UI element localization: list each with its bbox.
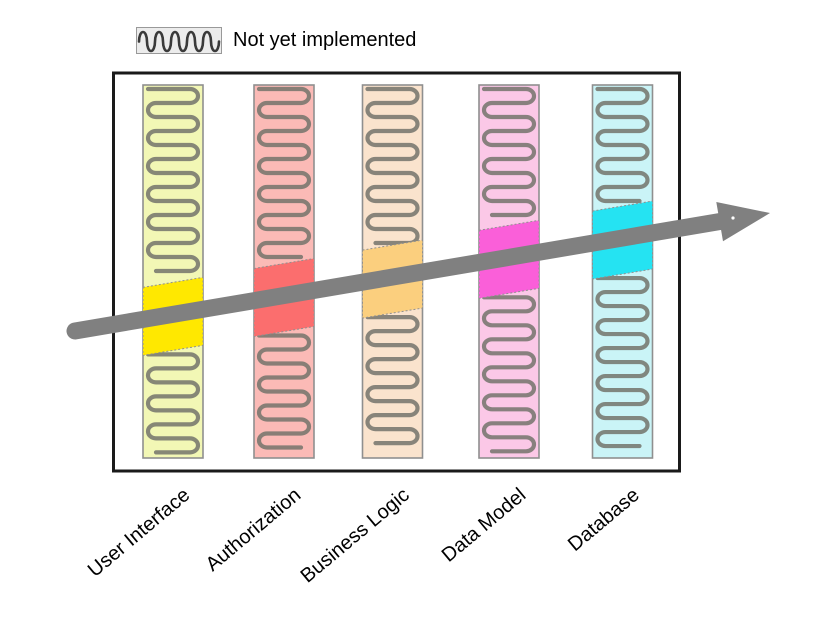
wavy-pattern-swatch [136, 27, 222, 54]
progress-arrow [66, 202, 770, 340]
unimplemented-wave-bottom [145, 352, 201, 455]
unimplemented-wave-top [365, 86, 420, 246]
legend-label: Not yet implemented [233, 29, 417, 51]
unimplemented-wave-bottom [256, 333, 312, 450]
unimplemented-wave-bottom [365, 314, 420, 446]
layer-label-database: Database [564, 484, 644, 556]
layer-label-authorization: Authorization [202, 484, 306, 576]
layer-bar-database [591, 84, 654, 459]
legend-wave-icon [137, 30, 221, 53]
unimplemented-wave-top [256, 86, 312, 260]
unimplemented-wave-bottom [481, 295, 537, 454]
unimplemented-wave-bottom [595, 275, 650, 449]
legend: Not yet implemented [136, 27, 416, 54]
unimplemented-wave-top [145, 86, 201, 274]
diagram-frame [112, 71, 681, 473]
layer-labels-group: User Interface Authorization Business Lo… [84, 484, 644, 587]
unimplemented-wave-top [595, 86, 650, 204]
layer-label-business-logic: Business Logic [297, 484, 414, 587]
layer-bar-data-model [478, 84, 540, 459]
layer-bar-user-interface [142, 84, 204, 459]
layer-label-user-interface: User Interface [84, 484, 194, 582]
arrow-shaft [66, 213, 729, 340]
layer-label-data-model: Data Model [438, 484, 530, 567]
arrow-head-icon [716, 202, 770, 242]
unimplemented-wave-top [481, 86, 537, 218]
arrow-dot-artifact [731, 216, 735, 220]
layer-bar-authorization [253, 84, 315, 459]
